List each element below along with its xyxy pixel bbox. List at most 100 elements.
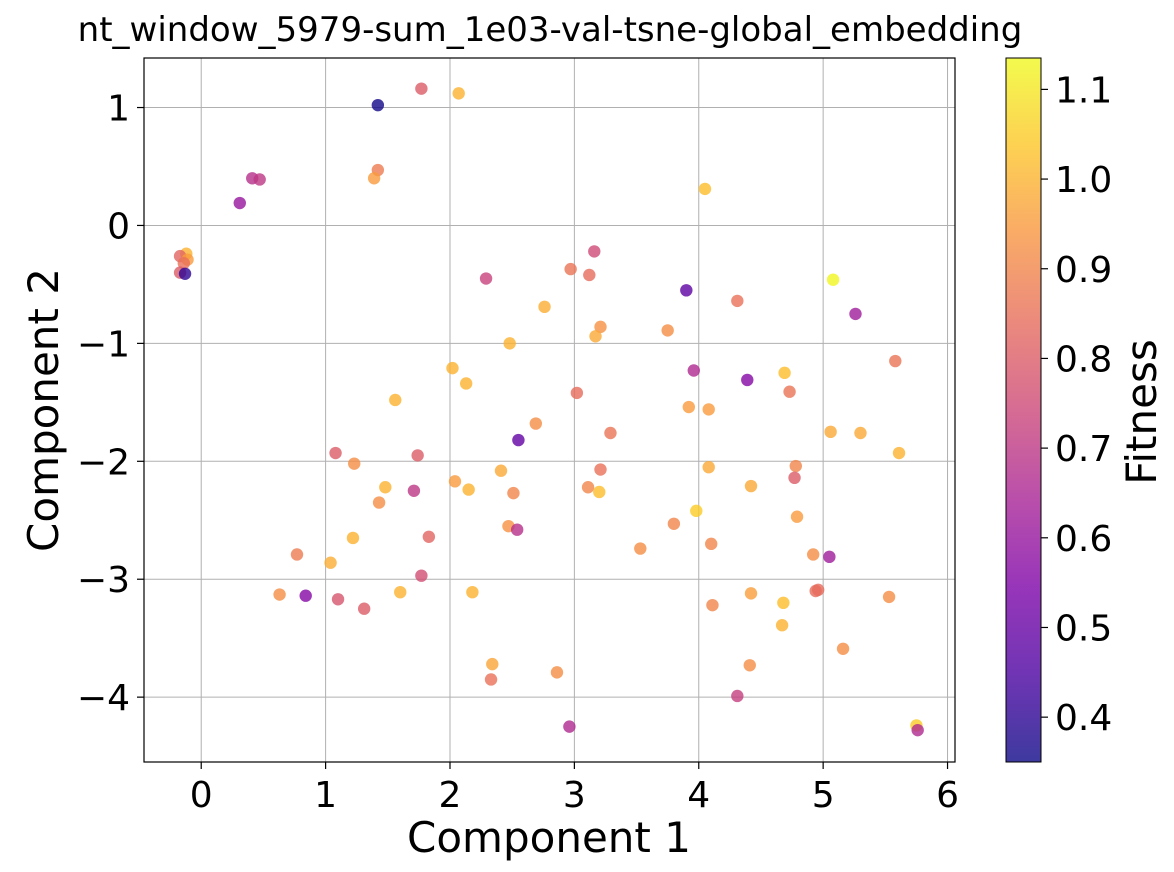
x-tick-label: 0 [190, 775, 213, 816]
y-tick-label: 0 [107, 206, 130, 247]
data-point [680, 284, 693, 297]
data-point [538, 300, 551, 314]
colorbar-label: Fitness [1117, 339, 1166, 484]
x-tick-label: 6 [936, 775, 959, 816]
x-tick-label: 1 [314, 775, 337, 816]
y-tick-label: 1 [107, 89, 130, 130]
data-point [594, 463, 607, 476]
data-point [809, 584, 822, 598]
data-point [836, 642, 850, 655]
data-point [290, 548, 304, 561]
data-point [379, 481, 392, 494]
y-axis-ticks: 1 0 −1 −2 −3 −4 [77, 89, 144, 719]
colorbar-tick-label: 0.4 [1055, 698, 1112, 739]
data-point [743, 659, 756, 672]
data-point [702, 460, 715, 474]
colorbar-tick-label: 0.6 [1055, 519, 1112, 560]
data-point [854, 426, 867, 440]
data-point [512, 433, 525, 447]
data-point [661, 324, 674, 337]
data-point [564, 262, 577, 276]
colorbar-tick-label: 0.5 [1055, 608, 1112, 649]
data-point [744, 479, 758, 493]
y-tick-label: −4 [77, 678, 130, 719]
data-point [594, 320, 607, 334]
data-point [849, 307, 862, 321]
data-point [588, 245, 601, 258]
data-point [731, 689, 744, 703]
data-point [273, 588, 286, 601]
data-point [581, 481, 595, 494]
data-point [372, 496, 386, 509]
x-axis-ticks: 0 1 2 3 4 5 6 [190, 762, 959, 816]
data-point [698, 182, 712, 196]
data-point [788, 471, 801, 485]
colorbar-frame [1005, 57, 1042, 763]
x-tick-label: 4 [687, 775, 710, 816]
data-point [789, 459, 802, 473]
data-point [448, 475, 462, 488]
data-point [253, 173, 266, 186]
data-point [826, 273, 840, 286]
data-point [446, 361, 459, 375]
colorbar-tick-label: 0.7 [1055, 429, 1112, 470]
data-point [550, 666, 564, 679]
y-tick-label: −3 [77, 560, 130, 601]
plot-frame [143, 57, 956, 763]
data-point [479, 272, 493, 285]
data-point [687, 364, 700, 377]
data-point [389, 393, 402, 407]
colorbar [1006, 58, 1041, 762]
data-point [452, 87, 465, 100]
data-point [346, 531, 360, 545]
colorbar-ticks: 0.4 0.5 0.6 0.7 0.8 0.9 1.0 1.1 [1041, 70, 1112, 739]
data-point [178, 267, 192, 280]
data-point [394, 585, 407, 599]
data-point [741, 373, 754, 387]
data-point [348, 457, 361, 470]
grid-lines [144, 58, 955, 762]
x-tick-label: 5 [812, 775, 835, 816]
data-point [367, 172, 381, 185]
data-point [731, 294, 744, 308]
data-point [783, 385, 796, 398]
data-point [510, 523, 524, 536]
colorbar-tick-label: 1.1 [1055, 70, 1112, 111]
data-point [706, 598, 719, 612]
data-point [466, 585, 479, 599]
data-point [892, 446, 906, 460]
y-axis-label: Component 2 [19, 268, 68, 552]
data-points [173, 82, 924, 737]
data-point [415, 82, 428, 95]
data-point [484, 673, 498, 686]
data-point [604, 426, 617, 440]
data-point [882, 590, 896, 604]
chart-title: nt_window_5979-sum_1e03-val-tsne-global_… [78, 10, 1023, 50]
data-point [778, 366, 791, 380]
data-point [459, 377, 473, 390]
data-point [329, 446, 342, 460]
data-point [589, 330, 602, 343]
y-tick-label: −1 [77, 324, 130, 365]
data-point [357, 602, 371, 615]
data-point [233, 196, 246, 210]
data-point [507, 486, 520, 500]
data-point [702, 403, 715, 416]
data-point [422, 530, 436, 543]
data-point [824, 425, 837, 439]
data-point [324, 556, 337, 569]
data-point [593, 485, 606, 499]
y-tick-label: −2 [77, 442, 130, 483]
data-point [667, 517, 681, 530]
x-axis-label: Component 1 [407, 813, 691, 862]
data-point [570, 386, 584, 400]
data-point [299, 589, 312, 602]
data-point [529, 417, 543, 430]
data-point [494, 464, 508, 477]
x-tick-label: 2 [439, 775, 462, 816]
data-point [911, 723, 924, 737]
data-point [503, 337, 516, 350]
data-point [634, 542, 647, 555]
data-point [583, 268, 596, 282]
